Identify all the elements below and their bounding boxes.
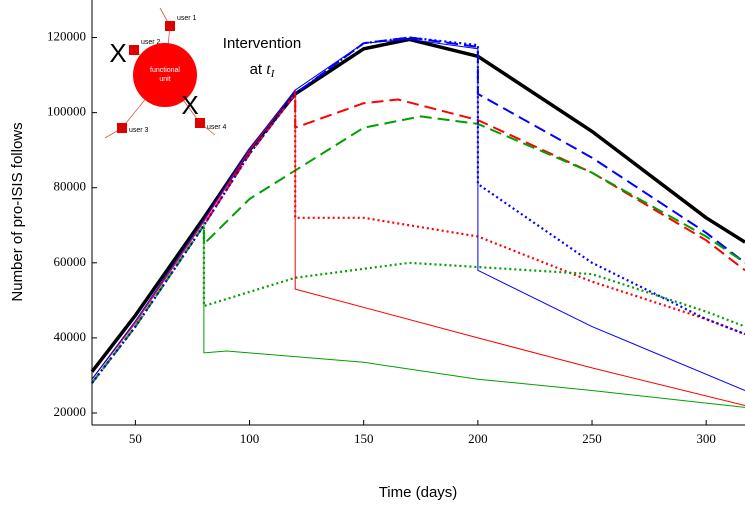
y-tick-label: 60000 [54, 254, 87, 269]
series-line [91, 36, 745, 384]
annotation-subscript: I [270, 68, 276, 80]
x-axis-label: Time (days) [379, 484, 458, 501]
user-node [195, 118, 205, 128]
annotation: at tI [250, 61, 276, 80]
x-tick-label: 100 [240, 431, 260, 446]
annotation: Intervention [223, 35, 301, 52]
unit-label: functional [150, 67, 180, 74]
cut-mark: X [109, 38, 126, 68]
x-tick-label: 50 [129, 431, 142, 446]
user-label: user 2 [141, 39, 161, 46]
series-line [91, 115, 745, 384]
user-node [129, 45, 139, 55]
x-tick-label: 300 [696, 431, 716, 446]
unit-label: unit [159, 76, 170, 83]
annotation-text: at [250, 61, 263, 78]
x-tick-label: 250 [582, 431, 602, 446]
annotation-math: t [266, 61, 271, 78]
series-line [91, 38, 745, 391]
cut-mark: X [181, 90, 198, 120]
user-node [117, 123, 127, 133]
series-line [91, 221, 745, 408]
functional-unit [133, 43, 197, 107]
user-label: user 4 [207, 124, 227, 131]
series-line [90, 37, 745, 373]
x-tick-label: 150 [354, 431, 374, 446]
plot-area [90, 36, 745, 408]
y-tick-label: 20000 [54, 404, 87, 419]
series-line [91, 224, 745, 384]
inset: functional unit user 1 user 2 user 3 use… [104, 7, 227, 139]
user-label: user 1 [177, 15, 197, 22]
user-node [165, 21, 175, 31]
y-axis-label: Number of pro-ISIS follows [9, 122, 26, 301]
x-tick-label: 200 [468, 431, 488, 446]
user-label: user 3 [129, 127, 149, 134]
y-tick-label: 40000 [54, 329, 87, 344]
y-tick-label: 100000 [47, 104, 86, 119]
y-tick-label: 120000 [47, 29, 86, 44]
y-tick-label: 80000 [54, 179, 87, 194]
